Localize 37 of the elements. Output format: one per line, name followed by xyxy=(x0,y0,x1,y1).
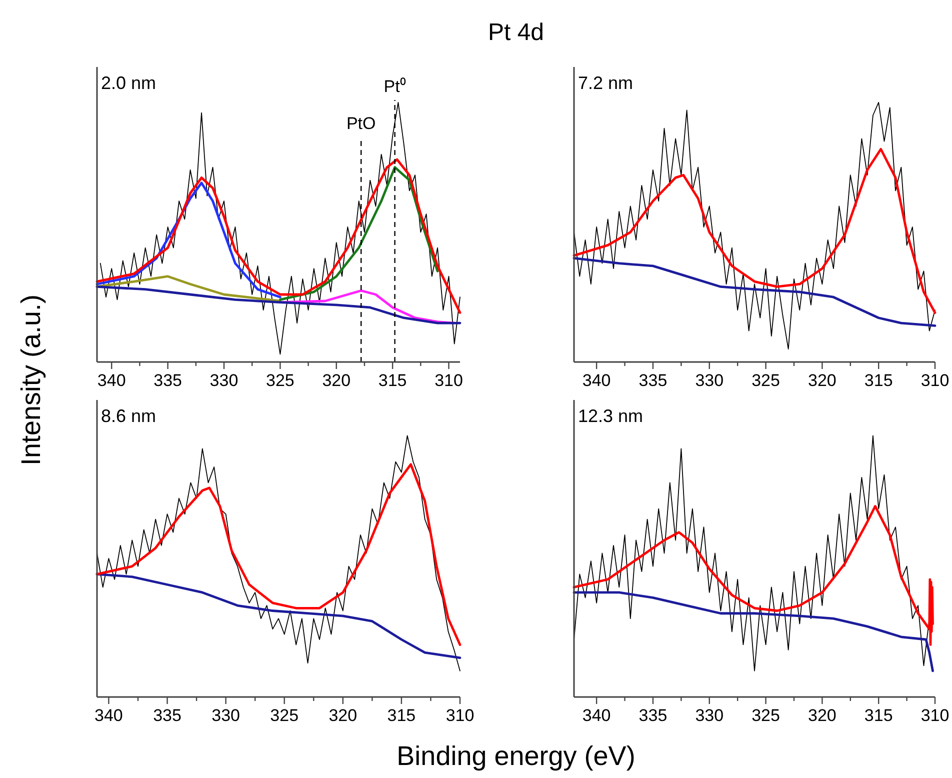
x-tick-label: 335 xyxy=(638,706,668,725)
x-tick-label: 315 xyxy=(864,371,893,390)
x-tick-label: 320 xyxy=(322,371,351,390)
x-tick-label: 315 xyxy=(378,371,407,390)
x-tick-label: 330 xyxy=(695,371,724,390)
chart-title: Pt 4d xyxy=(488,19,544,46)
x-tick-label: 335 xyxy=(638,371,668,390)
x-tick-label: 310 xyxy=(920,706,950,725)
x-tick-label: 310 xyxy=(446,706,474,725)
x-tick-label: 310 xyxy=(920,371,950,390)
x-tick-label: 320 xyxy=(328,706,358,725)
x-tick-label: 320 xyxy=(808,371,836,390)
text: 7.2 nm xyxy=(578,73,634,93)
ref-line-label: Pt⁰ xyxy=(384,77,406,96)
x-axis-title: Binding energy (eV) xyxy=(396,741,636,771)
x-tick-label: 335 xyxy=(154,371,182,390)
x-tick-label: 325 xyxy=(266,371,294,390)
x-tick-label: 340 xyxy=(582,706,611,725)
x-tick-label: 315 xyxy=(387,706,416,725)
x-tick-label: 320 xyxy=(808,706,836,725)
x-tick-label: 340 xyxy=(97,371,126,390)
ref-line-label: PtO xyxy=(346,114,376,133)
text: 2.0 nm xyxy=(101,73,156,93)
x-tick-label: 330 xyxy=(210,371,238,390)
x-tick-label: 310 xyxy=(434,371,463,390)
text: 8.6 nm xyxy=(101,406,156,426)
x-tick-label: 335 xyxy=(153,706,182,725)
x-tick-label: 325 xyxy=(752,371,780,390)
x-tick-label: 330 xyxy=(212,706,240,725)
x-tick-label: 325 xyxy=(752,706,780,725)
y-axis-title: Intensity (a.u.) xyxy=(16,294,46,466)
text: 12.3 nm xyxy=(578,406,644,426)
x-tick-label: 330 xyxy=(695,706,724,725)
x-tick-label: 340 xyxy=(94,706,123,725)
x-tick-label: 325 xyxy=(270,706,299,725)
x-tick-label: 315 xyxy=(864,706,893,725)
x-tick-label: 340 xyxy=(582,371,611,390)
